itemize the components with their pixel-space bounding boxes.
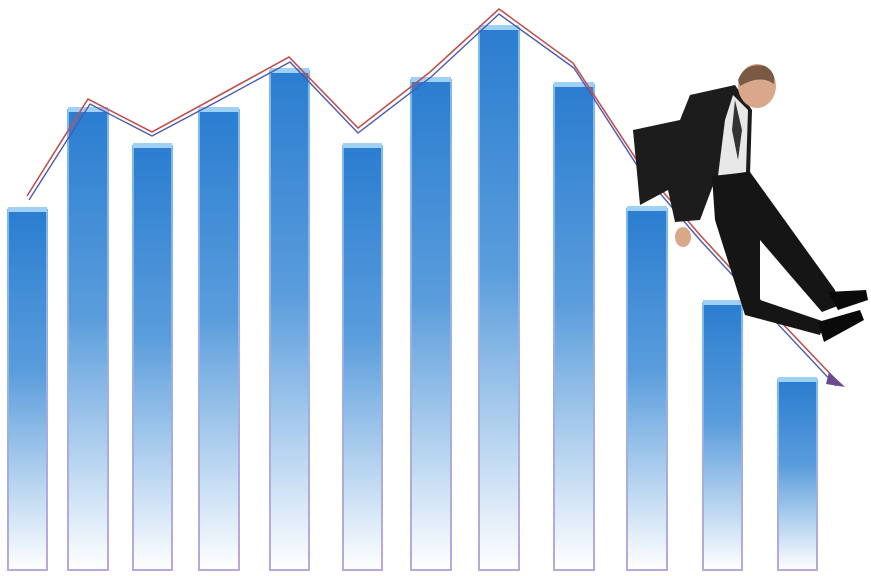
shoe xyxy=(828,290,868,310)
tie xyxy=(732,100,742,160)
bar xyxy=(410,77,452,571)
trend-line xyxy=(26,7,845,387)
trend-line-red xyxy=(26,7,839,383)
arrow-head xyxy=(826,372,845,387)
trend-line-blue xyxy=(28,13,837,387)
bar xyxy=(67,107,109,571)
businessman xyxy=(633,64,868,342)
bar xyxy=(269,68,310,571)
bar xyxy=(342,143,383,571)
shirt xyxy=(718,95,748,176)
bar xyxy=(553,82,595,571)
jacket xyxy=(633,85,752,222)
hand xyxy=(675,227,691,247)
bar xyxy=(132,143,173,571)
shoe xyxy=(818,310,864,342)
hair xyxy=(738,65,775,86)
trousers xyxy=(712,172,840,335)
bar xyxy=(7,207,48,571)
bar xyxy=(702,300,743,571)
bar xyxy=(777,377,818,571)
bar xyxy=(478,25,520,571)
bars xyxy=(7,25,818,571)
bar xyxy=(626,206,668,571)
bar xyxy=(198,107,240,571)
